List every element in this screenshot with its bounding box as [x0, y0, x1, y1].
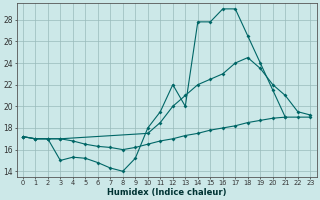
- X-axis label: Humidex (Indice chaleur): Humidex (Indice chaleur): [107, 188, 226, 197]
